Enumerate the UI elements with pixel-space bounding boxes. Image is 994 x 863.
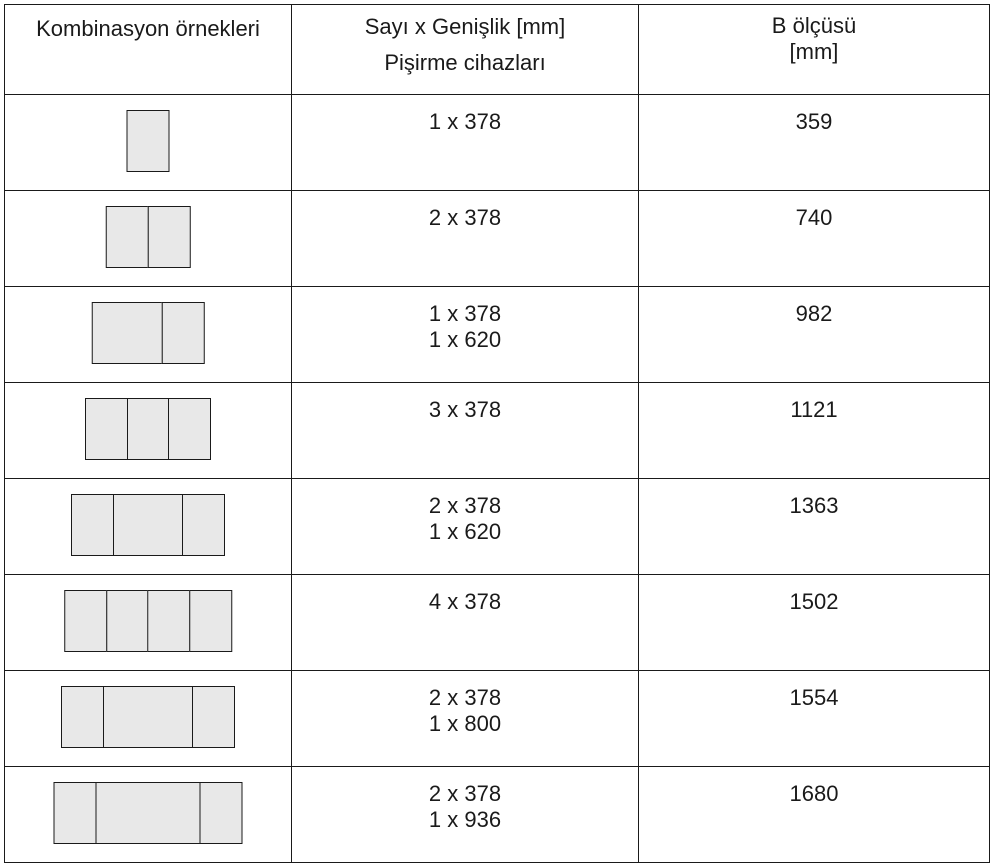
b-dimension-cell: 740 (638, 190, 990, 287)
combination-diagram (64, 590, 232, 652)
appliance-unit-box (199, 782, 243, 844)
b-dimension-cell: 982 (638, 286, 990, 383)
b-dimension-cell: 1121 (638, 382, 990, 479)
combination-diagram (91, 302, 205, 364)
appliance-unit-box (147, 206, 191, 268)
b-dimension-cell: 359 (638, 94, 990, 191)
appliance-unit-box (95, 782, 201, 844)
b-dimension-value: 1680 (789, 781, 839, 806)
appliance-unit-box (105, 206, 149, 268)
header-combination-examples: Kombinasyon örnekleri (4, 4, 292, 95)
count-width-cell: 2 x 378 1 x 800 (291, 670, 639, 767)
appliance-unit-box (188, 590, 232, 652)
appliance-unit-box (53, 782, 97, 844)
table-row: 4 x 378 1502 (4, 574, 990, 671)
count-width-cell: 2 x 378 1 x 620 (291, 478, 639, 575)
count-width-value: 1 x 378 (428, 109, 502, 134)
combination-diagram (105, 206, 191, 268)
count-width-value: 1 x 620 (428, 519, 502, 544)
combination-diagram-cell (4, 286, 292, 383)
header-col3-line1: B ölçüsü (771, 13, 857, 38)
appliance-unit-box (126, 110, 170, 172)
header-col2-line2: Pişirme cihazları (384, 50, 546, 75)
appliance-unit-box (192, 686, 235, 748)
count-width-value: 1 x 800 (428, 711, 502, 736)
b-dimension-value: 1502 (789, 589, 839, 614)
appliance-unit-box (105, 590, 149, 652)
table-header-row: Kombinasyon örnekleri Sayı x Genişlik [m… (4, 4, 990, 95)
count-width-value: 2 x 378 (428, 493, 502, 518)
count-width-value: 1 x 378 (428, 301, 502, 326)
table-row: 2 x 378 740 (4, 190, 990, 287)
count-width-value: 2 x 378 (428, 205, 502, 230)
b-dimension-cell: 1363 (638, 478, 990, 575)
table-row: 2 x 378 1 x 620 1363 (4, 478, 990, 575)
appliance-unit-box (102, 686, 194, 748)
b-dimension-value: 982 (795, 301, 833, 326)
count-width-value: 4 x 378 (428, 589, 502, 614)
count-width-cell: 4 x 378 (291, 574, 639, 671)
count-width-value: 3 x 378 (428, 397, 502, 422)
combination-diagram (85, 398, 211, 460)
combination-diagram-cell (4, 670, 292, 767)
table-row: 2 x 378 1 x 936 1680 (4, 766, 990, 863)
b-dimension-value: 1121 (790, 397, 838, 422)
b-dimension-cell: 1502 (638, 574, 990, 671)
appliance-unit-box (64, 590, 108, 652)
header-b-dimension: B ölçüsü [mm] (638, 4, 990, 95)
header-col1-label: Kombinasyon örnekleri (36, 16, 260, 41)
count-width-value: 2 x 378 (428, 685, 502, 710)
b-dimension-value: 1363 (789, 493, 839, 518)
combination-diagram-cell (4, 766, 292, 863)
table-row: 2 x 378 1 x 800 1554 (4, 670, 990, 767)
appliance-unit-box (182, 494, 225, 556)
header-col3-line2: [mm] (789, 39, 839, 64)
b-dimension-value: 359 (795, 109, 833, 134)
combination-diagram-cell (4, 382, 292, 479)
appliance-unit-box (126, 398, 170, 460)
table-row: 3 x 378 1121 (4, 382, 990, 479)
appliance-unit-box (71, 494, 114, 556)
combination-diagram-cell (4, 574, 292, 671)
b-dimension-value: 740 (795, 205, 833, 230)
count-width-value: 1 x 936 (428, 807, 502, 832)
appliance-unit-box (168, 398, 211, 460)
appliance-unit-box (112, 494, 184, 556)
b-dimension-value: 1554 (789, 685, 839, 710)
b-dimension-cell: 1680 (638, 766, 990, 863)
count-width-cell: 1 x 378 1 x 620 (291, 286, 639, 383)
appliance-unit-box (91, 302, 163, 364)
count-width-cell: 2 x 378 1 x 936 (291, 766, 639, 863)
appliance-unit-box (85, 398, 128, 460)
combination-diagram (71, 494, 225, 556)
count-width-value: 1 x 620 (428, 327, 502, 352)
table-row: 1 x 378 359 (4, 94, 990, 191)
header-count-width: Sayı x Genişlik [mm] Pişirme cihazları (291, 4, 639, 95)
combination-diagram-cell (4, 478, 292, 575)
combination-diagram (53, 782, 243, 844)
appliance-unit-box (61, 686, 104, 748)
combination-diagram (126, 110, 170, 172)
count-width-cell: 1 x 378 (291, 94, 639, 191)
count-width-cell: 3 x 378 (291, 382, 639, 479)
count-width-value: 2 x 378 (428, 781, 502, 806)
combination-diagram-cell (4, 94, 292, 191)
appliance-unit-box (147, 590, 191, 652)
combination-diagram-cell (4, 190, 292, 287)
count-width-cell: 2 x 378 (291, 190, 639, 287)
combination-diagram (61, 686, 235, 748)
header-col2-line1: Sayı x Genişlik [mm] (364, 14, 566, 39)
table-row: 1 x 378 1 x 620 982 (4, 286, 990, 383)
b-dimension-cell: 1554 (638, 670, 990, 767)
combination-table: Kombinasyon örnekleri Sayı x Genişlik [m… (4, 4, 990, 863)
appliance-unit-box (161, 302, 205, 364)
